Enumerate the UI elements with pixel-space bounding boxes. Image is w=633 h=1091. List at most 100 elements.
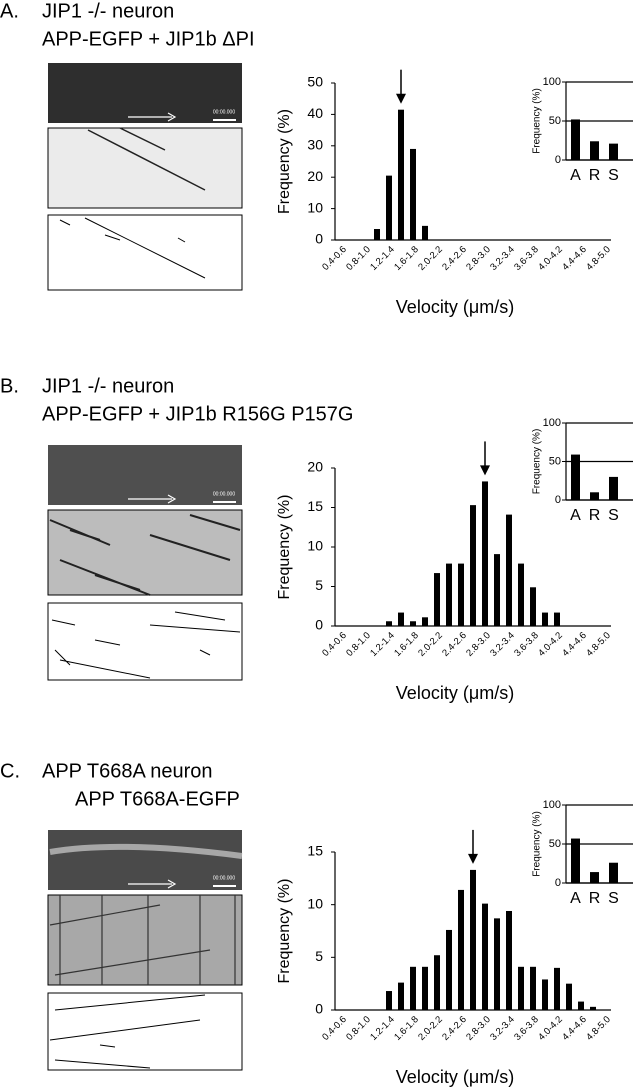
x-axis-label: Velocity (μm/s) xyxy=(396,297,514,317)
timestamp: 00:00.000 xyxy=(213,875,235,881)
x-tick-label: 2.0-2.2 xyxy=(416,630,445,659)
trace xyxy=(59,217,206,279)
bar xyxy=(506,514,512,626)
x-tick-label: 0.8-1.0 xyxy=(344,244,373,273)
x-tick-label: 0.4-0.6 xyxy=(320,630,349,659)
x-tick-label: 1.6-1.8 xyxy=(392,1014,421,1043)
bar xyxy=(571,454,580,500)
bar xyxy=(518,966,524,1010)
bar xyxy=(566,983,572,1010)
bar xyxy=(470,505,476,626)
y-tick-label: 30 xyxy=(307,137,323,153)
y-tick-label: 0 xyxy=(555,877,561,889)
trace xyxy=(51,611,241,679)
y-tick-label: 40 xyxy=(307,105,323,121)
x-tick-label: 0.8-1.0 xyxy=(344,630,373,659)
panel-label: C. xyxy=(0,760,20,782)
image xyxy=(48,445,242,505)
x-tick-label: 2.0-2.2 xyxy=(416,1014,445,1043)
image xyxy=(47,602,243,681)
bar xyxy=(458,563,464,626)
bar xyxy=(609,476,618,500)
bar xyxy=(554,612,560,626)
y-tick-label: 5 xyxy=(315,948,323,964)
bar xyxy=(530,966,536,1010)
x-tick-label: R xyxy=(589,890,601,907)
panel-subtitle: APP-EGFP + JIP1b ΔPI xyxy=(42,28,255,50)
x-tick-label: 3.2-3.4 xyxy=(488,630,517,659)
bar xyxy=(398,982,404,1010)
bar xyxy=(482,903,488,1010)
x-tick-label: 1.6-1.8 xyxy=(392,630,421,659)
x-tick-label: S xyxy=(608,507,619,524)
x-tick-label: 1.2-1.4 xyxy=(368,244,397,273)
x-tick-label: 0.8-1.0 xyxy=(344,1014,373,1043)
bar xyxy=(422,617,428,626)
x-tick-label: 3.2-3.4 xyxy=(488,1014,517,1043)
y-tick-label: 100 xyxy=(543,799,561,811)
peak-arrow-head xyxy=(396,93,406,104)
y-tick-label: 50 xyxy=(549,455,561,467)
x-tick-label: 1.2-1.4 xyxy=(368,1014,397,1043)
bar xyxy=(398,109,404,240)
y-tick-label: 15 xyxy=(307,498,323,514)
y-tick-label: 0 xyxy=(555,154,561,166)
x-tick-label: 4.4-4.6 xyxy=(560,1014,589,1043)
trace xyxy=(49,895,236,985)
x-tick-label: S xyxy=(608,890,619,907)
panel-title: APP T668A neuron xyxy=(42,760,213,782)
bar xyxy=(506,910,512,1010)
panel-subtitle: APP-EGFP + JIP1b R156G P157G xyxy=(42,403,353,425)
x-tick-label: A xyxy=(570,507,581,524)
x-tick-label: 2.8-3.0 xyxy=(464,244,493,273)
bar xyxy=(609,143,618,160)
y-tick-label: 100 xyxy=(543,76,561,88)
y-tick-label: 20 xyxy=(307,459,323,475)
bar xyxy=(446,929,452,1010)
bar xyxy=(494,554,500,626)
x-tick-label: 1.2-1.4 xyxy=(368,630,397,659)
bar xyxy=(571,119,580,160)
image xyxy=(47,509,243,596)
kymograph-set xyxy=(47,63,243,291)
peak-arrow-head xyxy=(480,465,490,476)
y-tick-label: 100 xyxy=(543,417,561,429)
arrow-head xyxy=(167,112,177,122)
x-tick-label: 2.4-2.6 xyxy=(440,630,469,659)
image xyxy=(47,894,243,986)
x-tick-label: 4.4-4.6 xyxy=(560,244,589,273)
y-tick-label: 50 xyxy=(549,838,561,850)
x-tick-label: 0.4-0.6 xyxy=(320,244,349,273)
image xyxy=(47,214,243,291)
panel-title: JIP1 -/- neuron xyxy=(42,0,174,22)
x-tick-label: R xyxy=(589,167,601,184)
arrow-head xyxy=(167,494,177,504)
neurite xyxy=(49,843,243,859)
bar xyxy=(494,918,500,1010)
bar xyxy=(482,481,488,626)
bar xyxy=(374,229,380,240)
y-tick-label: 0 xyxy=(555,494,561,506)
bar xyxy=(410,966,416,1010)
y-axis-label: Frequency (%) xyxy=(276,879,293,984)
bar xyxy=(590,492,599,500)
bar xyxy=(458,889,464,1010)
timestamp: 00:00.000 xyxy=(213,491,235,497)
trace xyxy=(49,994,206,1069)
x-tick-label: A xyxy=(570,167,581,184)
x-axis-label: Velocity (μm/s) xyxy=(396,683,514,703)
y-tick-label: 0 xyxy=(315,617,323,633)
x-tick-label: 3.6-3.8 xyxy=(512,1014,541,1043)
x-tick-label: S xyxy=(608,167,619,184)
x-tick-label: 2.8-3.0 xyxy=(464,1014,493,1043)
bar xyxy=(578,1001,584,1010)
peak-arrow-head xyxy=(468,853,478,864)
bar xyxy=(434,573,440,626)
x-tick-label: 3.6-3.8 xyxy=(512,244,541,273)
panel-label: A. xyxy=(0,0,19,22)
x-axis-label: Velocity (μm/s) xyxy=(396,1067,514,1087)
bar xyxy=(530,587,536,626)
bar xyxy=(446,563,452,626)
bar xyxy=(590,141,599,160)
y-axis-label: Frequency (%) xyxy=(532,88,543,154)
